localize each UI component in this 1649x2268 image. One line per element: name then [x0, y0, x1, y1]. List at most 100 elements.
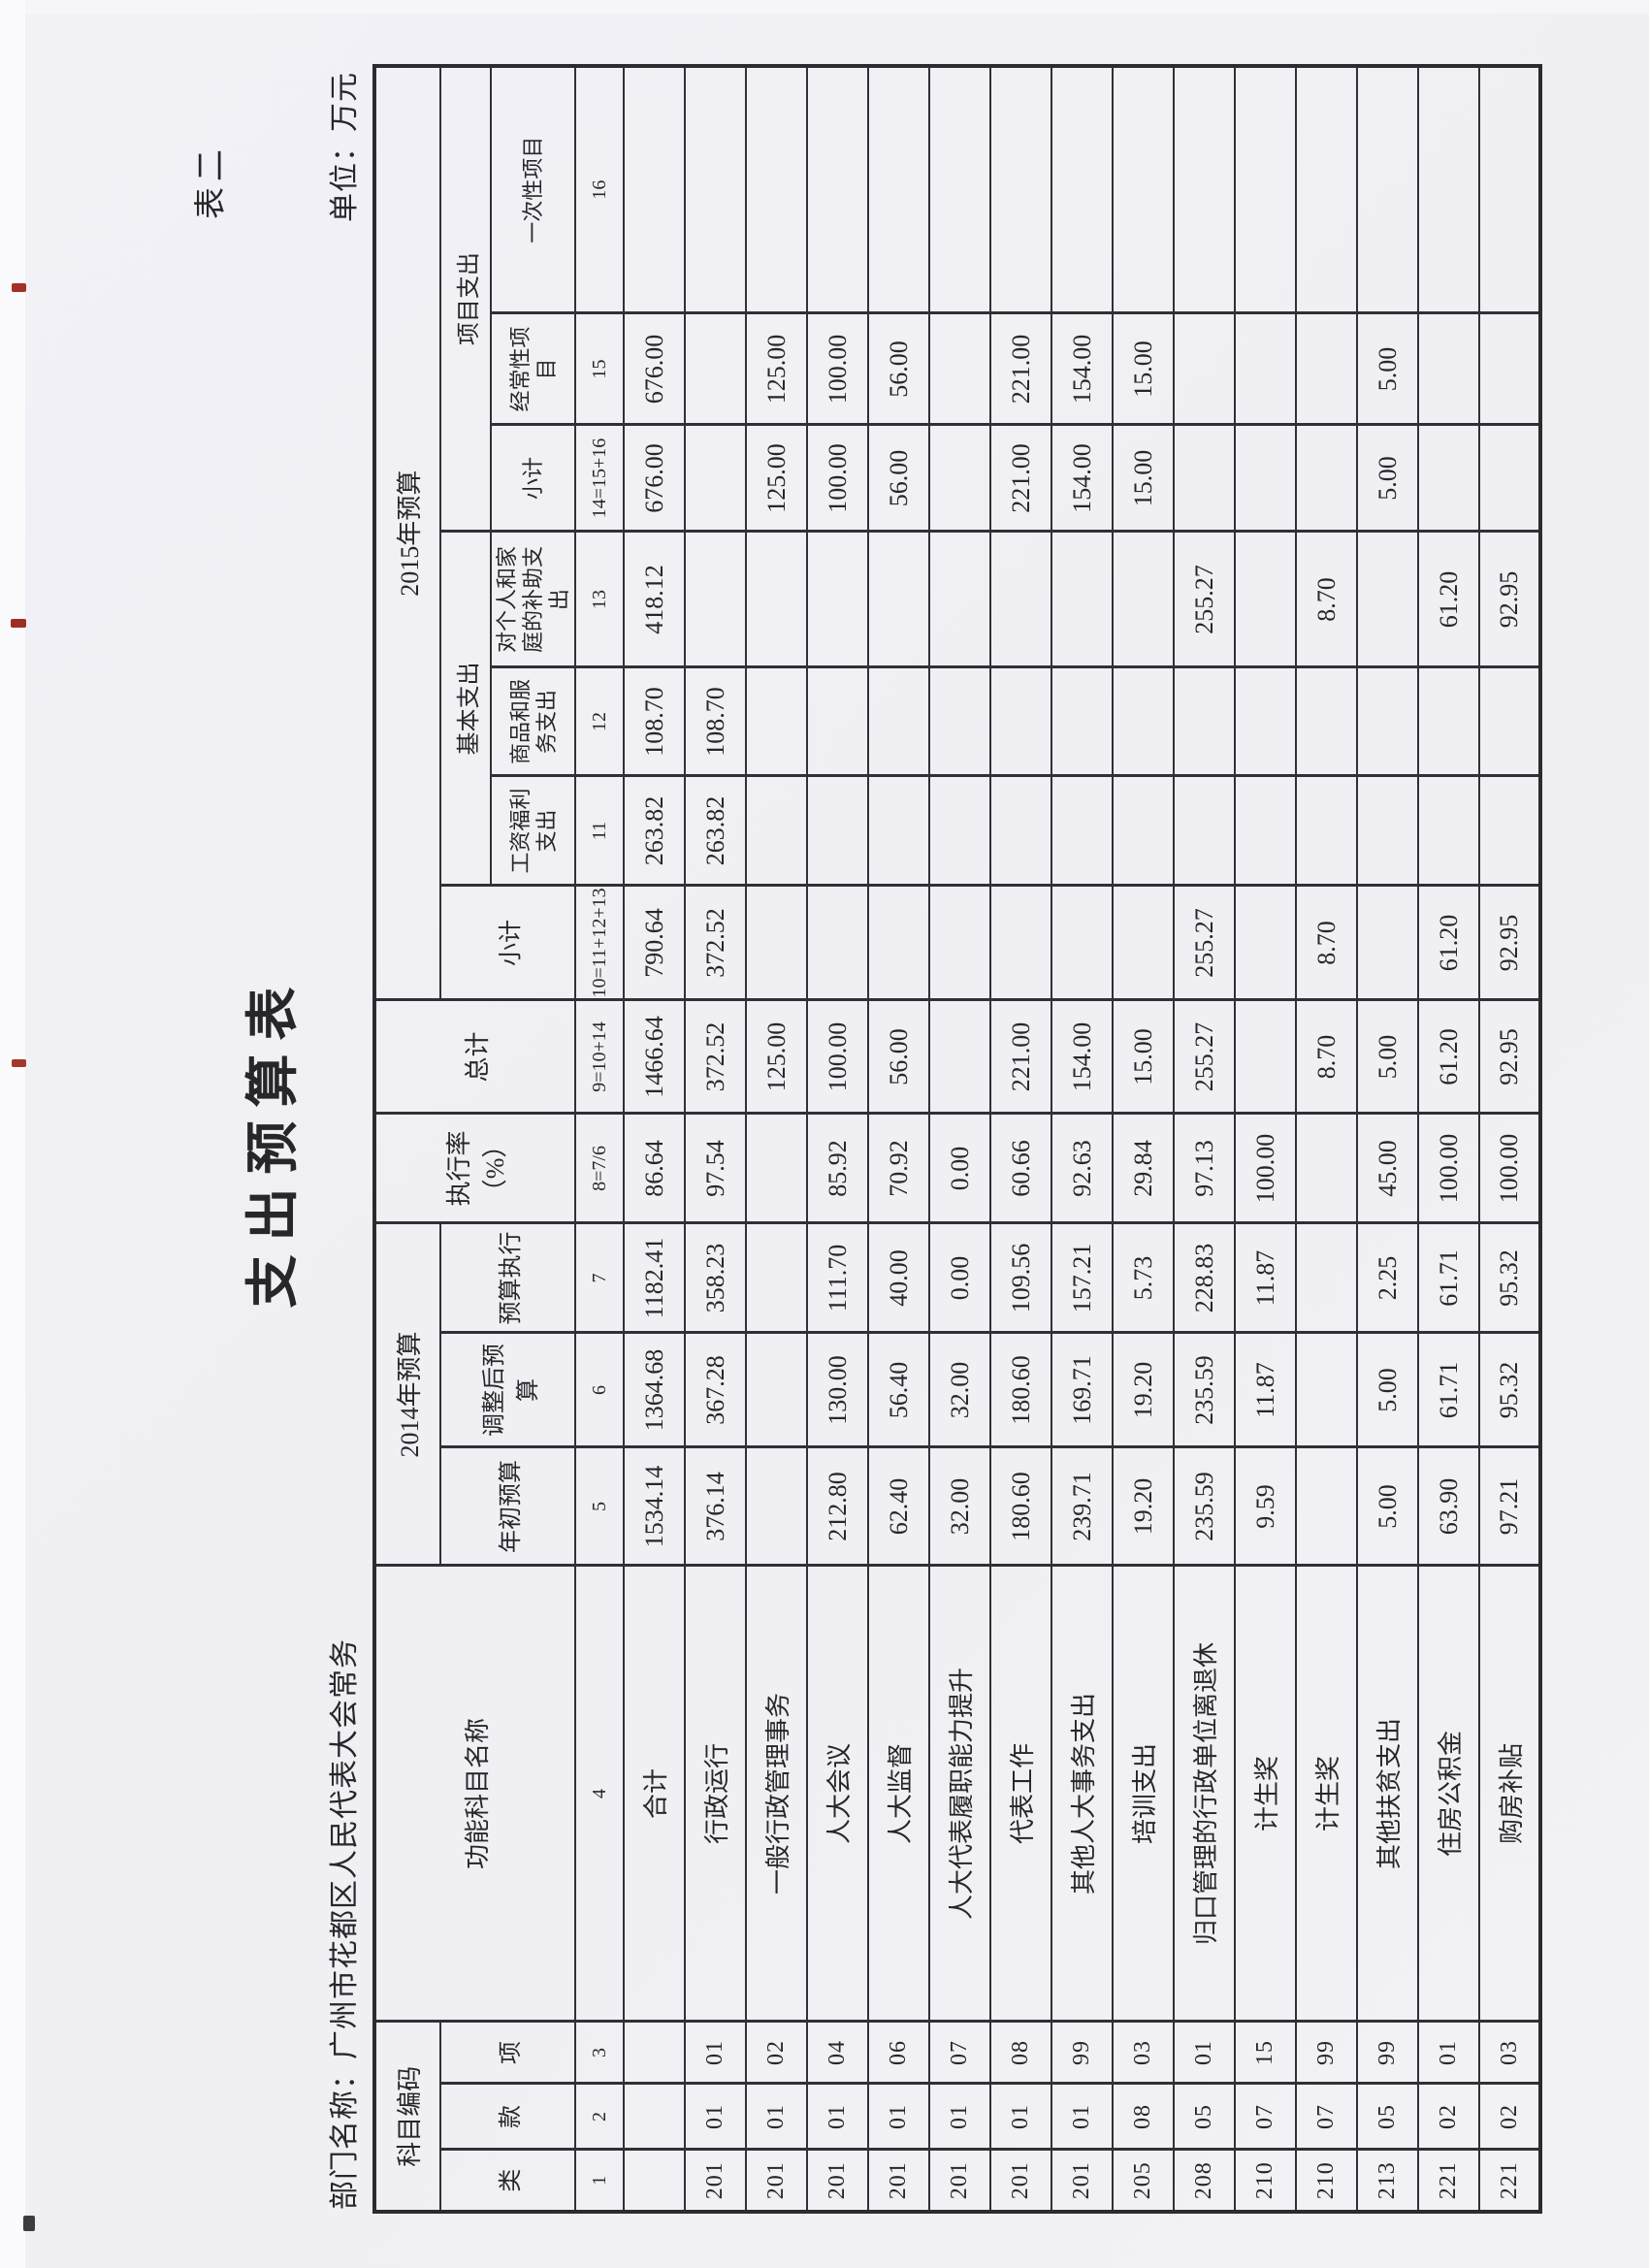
column-number-1: 1	[575, 2150, 624, 2212]
project-subtotal: 100.00	[807, 424, 868, 532]
subtotal-2015	[807, 885, 868, 1000]
personal-family-subsidy	[1051, 531, 1113, 667]
header-subject-code: 科目编码	[374, 2021, 440, 2212]
subtotal-2015: 255.27	[1174, 885, 1235, 1000]
column-number-13: 13	[575, 531, 624, 667]
function-name: 住房公积金	[1418, 1565, 1479, 2022]
onetime-project	[746, 65, 807, 313]
table-row: 201 01 06 人大监督 62.40 56.40 40.00 70.92 56.00 56.0…	[868, 65, 929, 2212]
project-subtotal	[1174, 424, 1235, 532]
header-personal-family-subsidy: 对个人和家庭的补助支出	[491, 531, 575, 667]
function-name: 归口管理的行政单位离退休	[1174, 1565, 1235, 2022]
personal-family-subsidy	[990, 531, 1051, 667]
recurrent-project: 676.00	[624, 312, 685, 425]
recurrent-project: 56.00	[868, 312, 929, 425]
function-name: 计生奖	[1296, 1565, 1357, 2022]
column-number-14: 14=15+16	[575, 424, 624, 532]
adjusted-budget: 19.20	[1113, 1332, 1174, 1447]
table-row: 201 01 02 一般行政管理事务 125.00 125.00 125.00	[746, 65, 807, 2212]
onetime-project	[1418, 65, 1479, 313]
grand-total: 255.27	[1174, 999, 1235, 1114]
column-number-9: 9=10+14	[575, 999, 624, 1114]
header-class: 类	[440, 2150, 575, 2212]
grand-total: 8.70	[1296, 999, 1357, 1114]
project-subtotal: 221.00	[990, 424, 1051, 532]
budget-executed: 40.00	[868, 1222, 929, 1333]
header-project-expenditure: 项目支出	[440, 65, 491, 532]
code-class: 201	[807, 2150, 868, 2212]
subtotal-2015: 61.20	[1418, 885, 1479, 1000]
wage-welfare	[1051, 775, 1113, 886]
initial-budget	[1296, 1446, 1357, 1566]
code-item: 08	[990, 2021, 1051, 2084]
header-wage-welfare: 工资福利支出	[491, 775, 575, 886]
recurrent-project: 154.00	[1051, 312, 1113, 425]
table-row: 201 01 07 人大代表履职能力提升 32.00 32.00 0.00 0.00	[929, 65, 990, 2212]
table-row: 201 01 01 行政运行 376.14 367.28 358.23 97.54 372.52…	[685, 65, 746, 2212]
subtotal-2015	[1357, 885, 1418, 1000]
onetime-project	[624, 65, 685, 313]
goods-services: 108.70	[685, 666, 746, 776]
column-number-16: 16	[575, 65, 624, 313]
onetime-project	[929, 65, 990, 313]
function-name: 计生奖	[1235, 1565, 1296, 2022]
wage-welfare	[929, 775, 990, 886]
goods-services	[1235, 666, 1296, 776]
budget-executed: 109.56	[990, 1222, 1051, 1333]
header-onetime-project: 一次性项目	[491, 65, 575, 313]
initial-budget: 97.21	[1479, 1446, 1540, 1566]
adjusted-budget: 130.00	[807, 1332, 868, 1447]
table-row: 205 08 03 培训支出 19.20 19.20 5.73 29.84 15.00 15.00…	[1113, 65, 1174, 2212]
personal-family-subsidy: 255.27	[1174, 531, 1235, 667]
wage-welfare	[1113, 775, 1174, 886]
goods-services	[1174, 666, 1235, 776]
subtotal-2015: 92.95	[1479, 885, 1540, 1000]
subtotal-2015	[929, 885, 990, 1000]
code-section: 01	[1051, 2084, 1113, 2150]
grand-total: 61.20	[1418, 999, 1479, 1114]
execution-rate: 97.13	[1174, 1113, 1235, 1223]
execution-rate: 100.00	[1479, 1113, 1540, 1223]
recurrent-project: 15.00	[1113, 312, 1174, 425]
table-row: 201 01 99 其他人大事务支出 239.71 169.71 157.21 92.63 15…	[1051, 65, 1113, 2212]
header-project-subtotal: 小计	[491, 424, 575, 532]
execution-rate: 29.84	[1113, 1113, 1174, 1223]
code-class: 201	[929, 2150, 990, 2212]
project-subtotal	[1296, 424, 1357, 532]
goods-services	[1357, 666, 1418, 776]
initial-budget: 5.00	[1357, 1446, 1418, 1566]
column-number-11: 11	[575, 775, 624, 886]
grand-total	[1235, 999, 1296, 1114]
function-name: 其他人大事务支出	[1051, 1565, 1113, 2022]
execution-rate: 92.63	[1051, 1113, 1113, 1223]
personal-family-subsidy: 418.12	[624, 531, 685, 667]
personal-family-subsidy	[868, 531, 929, 667]
initial-budget: 180.60	[990, 1446, 1051, 1566]
column-number-15: 15	[575, 312, 624, 425]
project-subtotal: 56.00	[868, 424, 929, 532]
personal-family-subsidy	[1113, 531, 1174, 667]
function-name: 人大代表履职能力提升	[929, 1565, 990, 2022]
code-section: 02	[1479, 2084, 1540, 2150]
code-section: 07	[1235, 2084, 1296, 2150]
code-section: 01	[807, 2084, 868, 2150]
table-row: 213 05 99 其他扶贫支出 5.00 5.00 2.25 45.00 5.00 5.00 5.…	[1357, 65, 1418, 2212]
project-subtotal	[1235, 424, 1296, 532]
code-section: 05	[1174, 2084, 1235, 2150]
code-class: 201	[746, 2150, 807, 2212]
budget-executed: 111.70	[807, 1222, 868, 1333]
wage-welfare	[807, 775, 868, 886]
subtotal-2015	[990, 885, 1051, 1000]
function-name: 一般行政管理事务	[746, 1565, 807, 2022]
code-section: 07	[1296, 2084, 1357, 2150]
adjusted-budget: 95.32	[1479, 1332, 1540, 1447]
execution-rate: 45.00	[1357, 1113, 1418, 1223]
code-item	[624, 2021, 685, 2084]
recurrent-project: 5.00	[1357, 312, 1418, 425]
goods-services	[868, 666, 929, 776]
header-goods-services: 商品和服务支出	[491, 666, 575, 776]
scan-artifact-dark-speck	[23, 2216, 35, 2231]
budget-executed: 5.73	[1113, 1222, 1174, 1333]
code-item: 99	[1051, 2021, 1113, 2084]
code-item: 99	[1296, 2021, 1357, 2084]
